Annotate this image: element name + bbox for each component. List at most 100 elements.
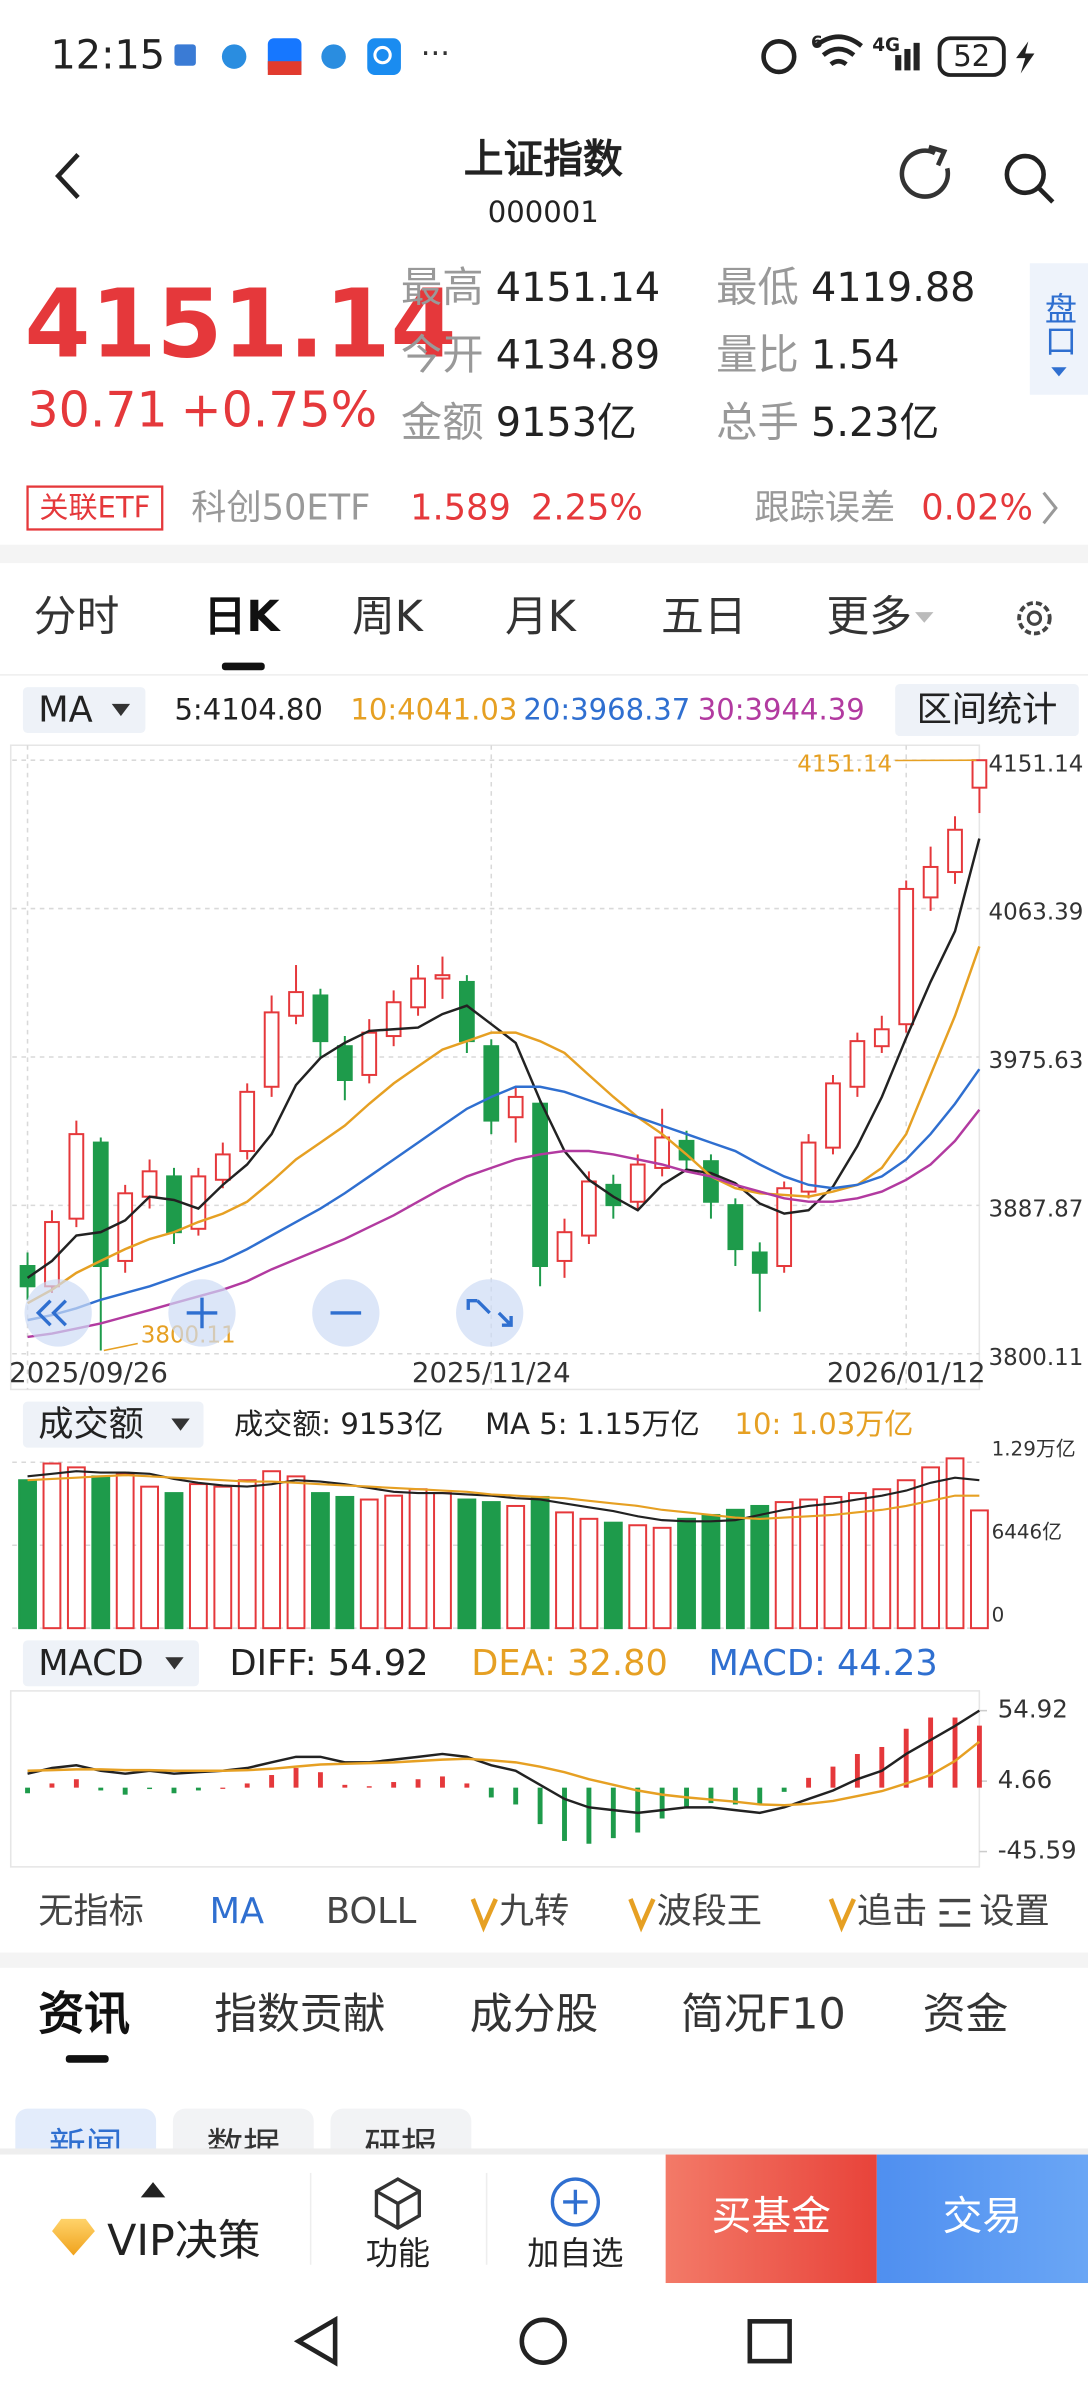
volume-current: 成交额: 9153亿 <box>234 1407 443 1441</box>
info-tab[interactable]: 资金 <box>923 1989 1009 2039</box>
volume-ma-line <box>27 1474 980 1520</box>
indicator-select[interactable]: 成交额 <box>38 1404 144 1445</box>
indicator-tab[interactable]: 设置 <box>979 1891 1049 1932</box>
volume-bar <box>286 1475 306 1630</box>
volume-bar <box>311 1492 330 1630</box>
y-tick-label: 0 <box>992 1603 1005 1626</box>
macd-bar <box>976 1725 982 1788</box>
candle-body <box>92 1141 109 1268</box>
bottom-item[interactable]: 加自选 <box>527 2235 623 2273</box>
settings-icon[interactable] <box>1017 600 1052 636</box>
stat-value: 9153亿 <box>496 400 637 446</box>
indicator-select[interactable]: MACD <box>38 1643 143 1684</box>
macd-select-bg[interactable] <box>22 1640 199 1687</box>
volume-bar <box>262 1470 282 1630</box>
candle-body <box>947 828 963 874</box>
chart-button[interactable] <box>456 1279 524 1347</box>
macd-bar <box>220 1787 226 1789</box>
volume-bar <box>42 1462 62 1630</box>
volume-bar <box>555 1511 574 1630</box>
indicator-tab[interactable]: MA <box>210 1891 264 1932</box>
candle-body <box>434 974 451 980</box>
indicator-tab[interactable]: 追击 <box>857 1891 927 1932</box>
macd-bar <box>122 1787 128 1795</box>
bottom-item[interactable]: 交易 <box>943 2193 1023 2239</box>
period-tab[interactable]: 周K <box>352 592 424 642</box>
period-tab[interactable]: 日K <box>204 592 282 642</box>
volume-bar <box>579 1517 599 1630</box>
indicator-tab[interactable]: BOLL <box>326 1891 417 1932</box>
legend-entry: 10:4041.03 <box>350 693 517 727</box>
side-tab[interactable]: 盘口 <box>1040 292 1078 356</box>
expand-arrow[interactable] <box>140 2182 166 2198</box>
legend-entry: 10: 1.03万亿 <box>735 1407 914 1441</box>
nav-recent[interactable] <box>747 2319 792 2364</box>
ma-select-bg[interactable] <box>22 687 146 733</box>
dropdown-arrow <box>165 1657 184 1670</box>
period-tab[interactable]: 更多 <box>826 592 912 642</box>
volume-select-bg[interactable] <box>22 1401 204 1448</box>
macd-bar <box>757 1787 763 1805</box>
period-tab[interactable]: 月K <box>505 592 577 642</box>
volume-bar <box>652 1526 672 1630</box>
candle-body <box>483 1045 500 1122</box>
legend-entry: DIFF: 54.92 <box>230 1643 429 1684</box>
settings-list-icon[interactable] <box>939 1898 971 1927</box>
info-tab[interactable]: 简况F10 <box>681 1989 846 2039</box>
buy-fund-button[interactable] <box>665 2154 877 2284</box>
battery-label: 52 <box>953 39 990 73</box>
bottom-item[interactable]: 买基金 <box>712 2193 831 2239</box>
candle-body <box>141 1170 158 1198</box>
info-tab[interactable]: 成分股 <box>470 1989 598 2039</box>
trade-button[interactable] <box>876 2154 1088 2284</box>
volume-bar <box>408 1488 428 1630</box>
indicator-tab[interactable]: 九转 <box>499 1891 569 1932</box>
candle-body <box>117 1192 134 1262</box>
indicator-tab[interactable]: 无指标 <box>38 1891 144 1932</box>
ma-line <box>27 1068 981 1322</box>
etf-arrow[interactable] <box>1042 491 1058 525</box>
indicator-select[interactable]: MA <box>38 690 92 731</box>
nav-home[interactable] <box>519 2317 567 2365</box>
nav-back[interactable] <box>293 2315 338 2367</box>
macd-bar <box>610 1787 616 1839</box>
info-tab[interactable]: 资讯 <box>38 1986 130 2040</box>
candle-body <box>800 1141 817 1193</box>
candle-body <box>605 1183 622 1207</box>
period-tab[interactable]: 五日 <box>661 592 747 642</box>
stat-label: 总手 <box>716 398 799 446</box>
bottom-item[interactable]: VIP决策 <box>107 2216 260 2266</box>
volume-bar <box>359 1498 379 1630</box>
bottom-item[interactable]: 功能 <box>366 2235 430 2273</box>
title: 上证指数 <box>464 137 623 183</box>
indicator-tab[interactable]: 波段王 <box>656 1891 762 1932</box>
nav-icons[interactable] <box>55 144 1055 204</box>
dropdown-arrow <box>171 1418 190 1431</box>
chart-button[interactable] <box>24 1279 92 1347</box>
etf-name[interactable]: 科创50ETF <box>191 488 370 529</box>
candle-body <box>922 865 939 899</box>
y-tick-label: 4063.39 <box>989 900 1084 926</box>
candle-body <box>68 1133 85 1220</box>
volume-bar <box>115 1472 135 1630</box>
range-button[interactable]: 区间统计 <box>917 690 1058 731</box>
macd-bar <box>732 1787 738 1805</box>
etf-pct: 2.25% <box>531 488 643 529</box>
chart-button-icon <box>466 1299 513 1327</box>
info-tab[interactable]: 指数贡献 <box>214 1989 385 2039</box>
volume-bar <box>91 1475 111 1630</box>
volume-bar <box>945 1457 965 1630</box>
macd-bar <box>73 1779 79 1788</box>
candle-body <box>19 1265 36 1288</box>
volume-bar <box>481 1501 501 1630</box>
macd-bar <box>49 1783 55 1788</box>
change-pct: +0.75% <box>181 382 378 439</box>
macd-line <box>27 1740 981 1807</box>
period-tab[interactable]: 分时 <box>34 592 120 642</box>
legend-entry: DEA: 32.80 <box>471 1643 668 1684</box>
macd-bar <box>854 1753 860 1788</box>
macd-bar <box>171 1787 177 1794</box>
price: 4151.14 <box>24 269 456 379</box>
range-button-bg[interactable] <box>895 684 1079 737</box>
etf-price: 1.589 <box>410 488 511 529</box>
